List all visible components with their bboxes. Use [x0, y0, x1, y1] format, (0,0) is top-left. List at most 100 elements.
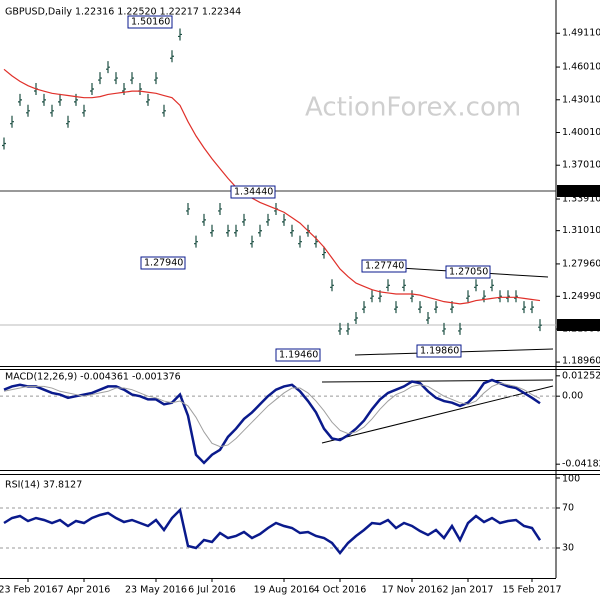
price-bar [514, 290, 518, 303]
y-tick-label: 1.18960 [562, 356, 600, 367]
price-bar [106, 61, 110, 74]
rsi-title: RSI(14) 37.8127 [5, 480, 82, 491]
price-bar [170, 50, 174, 63]
annotation: 1.19460 [279, 350, 318, 361]
annotation: 1.50160 [131, 17, 170, 28]
price-bar [234, 224, 238, 237]
price-bar [394, 301, 398, 314]
price-bar [242, 213, 246, 226]
price-bar [10, 115, 14, 128]
price-label-box [557, 185, 600, 197]
price-label: 1.22344 [560, 320, 599, 331]
price-bar [42, 93, 46, 106]
y-tick-label: 1.24990 [562, 291, 600, 302]
price-bar [90, 82, 94, 95]
x-tick-label: 23 May 2016 [125, 585, 187, 596]
price-bar [282, 213, 286, 226]
y-tick-label: 1.40010 [562, 127, 600, 138]
price-bar [418, 301, 422, 314]
price-bar [218, 202, 222, 215]
annotation-box [275, 348, 321, 362]
annotation: 1.27740 [365, 261, 404, 272]
macd-title: MACD(12,26,9) -0.004361 -0.001376 [5, 372, 181, 383]
price-bar [154, 72, 158, 85]
price-bar [346, 322, 350, 335]
price-bar [194, 235, 198, 248]
trend-line [321, 385, 554, 444]
price-bar [522, 301, 526, 314]
y-tick-label: 1.37010 [562, 160, 600, 171]
price-bar [202, 213, 206, 226]
x-tick-label: 4 Oct 2016 [314, 585, 367, 596]
price-bar [250, 235, 254, 248]
price-label-box [557, 319, 600, 331]
price-bar [226, 224, 230, 237]
price-bar [434, 301, 438, 314]
chart-title: GBPUSD,Daily 1.22316 1.22520 1.22217 1.2… [5, 7, 241, 18]
price-bar [298, 235, 302, 248]
series-line [3, 378, 541, 465]
price-bar [442, 322, 446, 335]
annotation-box [445, 265, 491, 279]
y-tick-label: 1.33910 [562, 194, 600, 205]
price-bar [402, 279, 406, 292]
trend-line [321, 379, 554, 383]
annotation-box [361, 259, 407, 273]
price-bar [26, 104, 30, 117]
price-label: 1.34440 [560, 186, 599, 197]
price-bar [186, 202, 190, 215]
price-bar [466, 290, 470, 303]
x-tick-label: 15 Feb 2017 [502, 585, 561, 596]
series-line [3, 382, 541, 448]
price-bar [122, 82, 126, 95]
price-bar [82, 104, 86, 117]
price-bar [2, 137, 6, 150]
price-bar [370, 290, 374, 303]
annotation-box [230, 185, 276, 199]
y-tick-label: 1.43010 [562, 94, 600, 105]
price-bar [426, 312, 430, 325]
price-bar [490, 279, 494, 292]
price-bar [74, 93, 78, 106]
price-bar [210, 224, 214, 237]
price-bar [162, 104, 166, 117]
price-bar [266, 213, 270, 226]
price-bar [338, 322, 342, 335]
y-tick-label: 70 [562, 503, 574, 514]
price-bar [114, 72, 118, 85]
x-tick-label: 6 Jul 2016 [188, 585, 236, 596]
y-tick-label: 1.46010 [562, 62, 600, 73]
price-bar [58, 93, 62, 106]
price-bar [130, 72, 134, 85]
annotation: 1.27050 [449, 267, 488, 278]
price-bar [538, 319, 542, 332]
price-bar [178, 28, 182, 41]
price-bar [498, 290, 502, 303]
price-bar [66, 115, 70, 128]
price-bar [290, 224, 294, 237]
x-tick-label: 7 Apr 2016 [58, 585, 111, 596]
price-bar [18, 93, 22, 106]
y-tick-label: 1.49110 [562, 28, 600, 39]
annotation: 1.27940 [144, 258, 183, 269]
price-bar [258, 224, 262, 237]
price-bar [506, 290, 510, 303]
y-tick-label: 1.31010 [562, 225, 600, 236]
price-bar [530, 301, 534, 314]
price-bar [146, 93, 150, 106]
annotation-box [140, 256, 186, 270]
y-tick-label: 0.00 [562, 391, 583, 402]
price-bar [482, 290, 486, 303]
y-tick-label: 1.27960 [562, 258, 600, 269]
y-tick-label: 30 [562, 543, 574, 554]
x-tick-label: 2 Jan 2017 [443, 585, 494, 596]
annotation: 1.34440 [234, 187, 273, 198]
x-tick-label: 17 Nov 2016 [382, 585, 443, 596]
annotation-box [127, 15, 173, 29]
price-bar [410, 290, 414, 303]
series-line [3, 68, 541, 305]
watermark: ActionForex.com [305, 93, 521, 123]
price-bar [458, 322, 462, 335]
